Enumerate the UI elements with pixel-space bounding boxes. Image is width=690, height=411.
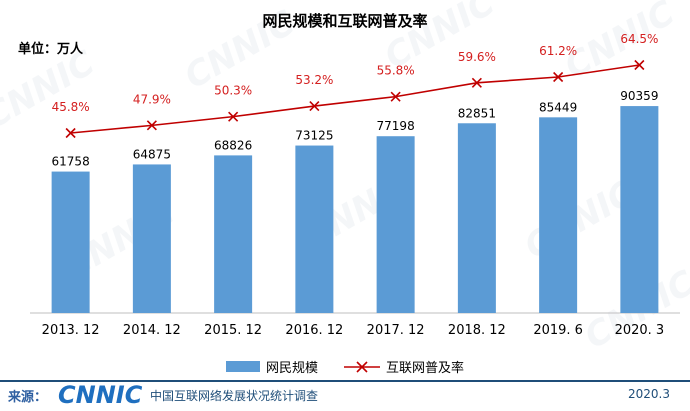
chart-title: 网民规模和互联网普及率 [262, 12, 428, 30]
footer: 来源： CNNIC 中国互联网络发展状况统计调查 2020.3 [0, 380, 690, 411]
rate-point-marker [65, 127, 76, 139]
legend-item-bars: 网民规模 [225, 357, 318, 376]
bar [132, 164, 171, 313]
bar [539, 117, 578, 313]
bar-value-label: 73125 [295, 129, 333, 143]
unit-label: 单位：万人 [18, 42, 84, 57]
bar-value-label: 90359 [620, 89, 658, 103]
rate-point-marker [471, 77, 482, 88]
report-date: 2020.3 [628, 387, 670, 401]
rate-value-label: 61.2% [539, 44, 577, 58]
bar-value-label: 82851 [458, 106, 496, 120]
bar [214, 155, 253, 313]
rate-point-marker [553, 71, 564, 83]
x-tick-label: 2020. 3 [615, 323, 665, 338]
bar [457, 123, 496, 313]
bar-value-label: 64875 [133, 147, 171, 161]
rate-value-label: 50.3% [214, 84, 252, 98]
rate-value-label: 47.9% [133, 92, 171, 106]
legend-item-line: 互联网普及率 [344, 357, 464, 376]
x-tick-label: 2017. 12 [367, 323, 425, 338]
bar [51, 171, 90, 313]
rate-line [70, 64, 640, 134]
rate-value-label: 64.5% [620, 32, 658, 46]
legend-line-swatch [344, 360, 380, 373]
cnnic-logo: CNNIC [58, 381, 143, 409]
source-name: 中国互联网络发展状况统计调查 [150, 389, 319, 403]
x-tick-label: 2015. 12 [204, 323, 262, 338]
rate-value-label: 45.8% [52, 100, 90, 114]
x-tick-label: 2019. 6 [533, 323, 583, 338]
rate-point-marker [390, 91, 401, 102]
x-tick-label: 2013. 12 [42, 323, 100, 338]
x-tick-label: 2014. 12 [123, 323, 181, 338]
x-tick-label: 2016. 12 [285, 323, 343, 338]
bar [376, 136, 415, 313]
x-tick-label: 2018. 12 [448, 323, 506, 338]
source-label: 来源： [8, 390, 48, 405]
legend-line-label: 互联网普及率 [386, 361, 465, 376]
rate-point-marker [634, 59, 645, 71]
legend-bar-label: 网民规模 [265, 361, 318, 376]
rate-point-marker [146, 120, 157, 131]
rate-value-label: 55.8% [377, 64, 415, 78]
rate-point-marker [309, 101, 320, 112]
bar [620, 106, 659, 314]
bar [295, 145, 334, 313]
bar-value-label: 61758 [52, 155, 90, 169]
rate-value-label: 53.2% [295, 73, 333, 87]
bar-value-label: 85449 [539, 100, 577, 114]
bar-value-label: 68826 [214, 138, 252, 152]
legend: 网民规模 互联网普及率 [0, 357, 690, 376]
bar-value-label: 77198 [377, 119, 415, 133]
rate-value-label: 59.6% [458, 50, 496, 64]
rate-point-marker [228, 111, 239, 122]
legend-bar-swatch [225, 361, 260, 372]
